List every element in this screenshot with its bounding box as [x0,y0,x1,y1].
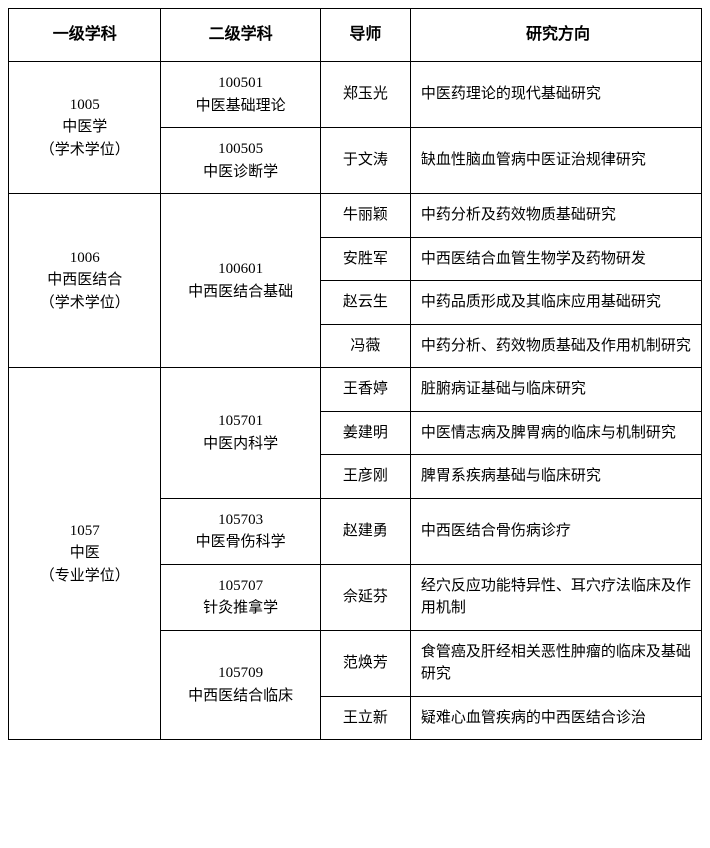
secondary-discipline-cell: 105709 中西医结合临床 [161,630,320,740]
table-row: 1005 中医学 （学术学位）100501 中医基础理论郑玉光中医药理论的现代基… [9,62,702,128]
direction-cell: 缺血性脑血管病中医证治规律研究 [410,128,701,194]
advisor-cell: 王彦刚 [320,455,410,499]
direction-cell: 脏腑病证基础与临床研究 [410,368,701,412]
secondary-discipline-cell: 105707 针灸推拿学 [161,564,320,630]
direction-cell: 中医药理论的现代基础研究 [410,62,701,128]
header-primary: 一级学科 [9,9,161,62]
header-row: 一级学科 二级学科 导师 研究方向 [9,9,702,62]
table-body: 1005 中医学 （学术学位）100501 中医基础理论郑玉光中医药理论的现代基… [9,62,702,740]
secondary-discipline-cell: 100501 中医基础理论 [161,62,320,128]
secondary-discipline-cell: 100505 中医诊断学 [161,128,320,194]
primary-discipline-cell: 1005 中医学 （学术学位） [9,62,161,194]
advisor-cell: 冯薇 [320,324,410,368]
direction-cell: 中药分析及药效物质基础研究 [410,194,701,238]
secondary-discipline-cell: 105703 中医骨伤科学 [161,498,320,564]
table-row: 1057 中医 （专业学位）105701 中医内科学王香婷脏腑病证基础与临床研究 [9,368,702,412]
advisor-cell: 姜建明 [320,411,410,455]
direction-cell: 中医情志病及脾胃病的临床与机制研究 [410,411,701,455]
header-direction: 研究方向 [410,9,701,62]
advisor-cell: 范焕芳 [320,630,410,696]
advisor-cell: 于文涛 [320,128,410,194]
advisor-cell: 王立新 [320,696,410,740]
primary-discipline-cell: 1057 中医 （专业学位） [9,368,161,740]
direction-cell: 食管癌及肝经相关恶性肿瘤的临床及基础研究 [410,630,701,696]
advisor-cell: 赵建勇 [320,498,410,564]
secondary-discipline-cell: 100601 中西医结合基础 [161,194,320,368]
advisor-cell: 牛丽颖 [320,194,410,238]
direction-cell: 经穴反应功能特异性、耳穴疗法临床及作用机制 [410,564,701,630]
advisor-cell: 佘延芬 [320,564,410,630]
direction-cell: 中西医结合骨伤病诊疗 [410,498,701,564]
advisor-cell: 安胜军 [320,237,410,281]
advisor-cell: 王香婷 [320,368,410,412]
header-advisor: 导师 [320,9,410,62]
primary-discipline-cell: 1006 中西医结合 （学术学位） [9,194,161,368]
direction-cell: 脾胃系疾病基础与临床研究 [410,455,701,499]
direction-cell: 疑难心血管疾病的中西医结合诊治 [410,696,701,740]
direction-cell: 中西医结合血管生物学及药物研发 [410,237,701,281]
direction-cell: 中药分析、药效物质基础及作用机制研究 [410,324,701,368]
advisor-cell: 郑玉光 [320,62,410,128]
header-secondary: 二级学科 [161,9,320,62]
secondary-discipline-cell: 105701 中医内科学 [161,368,320,499]
direction-cell: 中药品质形成及其临床应用基础研究 [410,281,701,325]
advisor-cell: 赵云生 [320,281,410,325]
discipline-table: 一级学科 二级学科 导师 研究方向 1005 中医学 （学术学位）100501 … [8,8,702,740]
table-row: 1006 中西医结合 （学术学位）100601 中西医结合基础牛丽颖中药分析及药… [9,194,702,238]
